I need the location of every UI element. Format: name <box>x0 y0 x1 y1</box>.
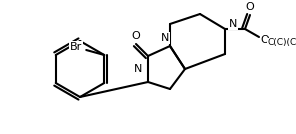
Text: N: N <box>134 64 142 74</box>
Text: O: O <box>132 31 140 41</box>
Text: O: O <box>260 35 269 45</box>
Text: Br: Br <box>70 42 82 52</box>
Text: N: N <box>161 33 169 43</box>
Text: N: N <box>229 19 237 29</box>
Text: C(C)(C)C: C(C)(C)C <box>268 38 296 47</box>
Text: O: O <box>246 2 254 12</box>
